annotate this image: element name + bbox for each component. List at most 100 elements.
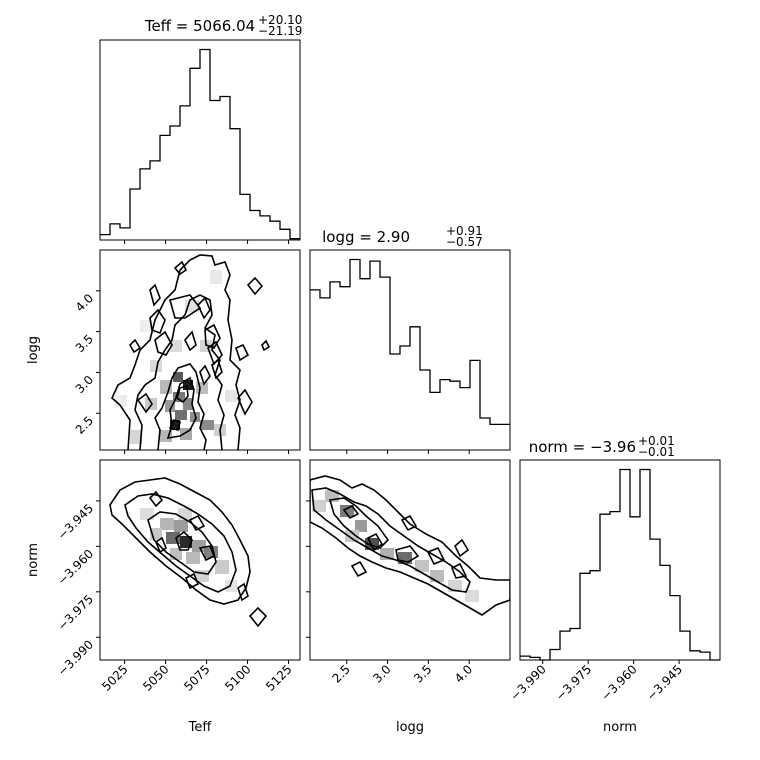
x-tick-label: 5025 [99, 662, 130, 693]
title-norm-sup: +0.01 [638, 434, 675, 448]
contour-line [207, 340, 223, 366]
density-cell [196, 382, 208, 394]
density-cell [355, 520, 367, 532]
contour-line [176, 384, 189, 404]
histogram-norm-step [520, 468, 720, 661]
x-axis-title-norm: norm [603, 720, 637, 735]
density-cell [173, 372, 183, 382]
density-cell [165, 400, 175, 412]
contour-line [454, 538, 470, 558]
title-teff-sup: +20.10 [258, 13, 302, 27]
contour-line [199, 364, 211, 386]
contour-line [261, 339, 271, 352]
y-tick-label: −3.990 [55, 637, 96, 678]
density-cell [183, 398, 193, 410]
density-cell [150, 360, 162, 372]
density-cell [225, 390, 237, 402]
contour-line [248, 606, 268, 628]
x-tick-label: −3.945 [644, 662, 685, 703]
contour-line [350, 560, 368, 578]
x-tick-label: 5100 [222, 662, 253, 693]
x-tick-label: −3.990 [508, 662, 549, 703]
frame-density-teff-norm [99, 459, 301, 661]
density-cell [174, 520, 188, 532]
contour-line [310, 475, 510, 616]
contour-line [184, 572, 200, 590]
histogram-logg-step [310, 258, 510, 426]
frame-hist-teff [99, 39, 301, 241]
y-tick-label: 2.5 [73, 413, 96, 436]
x-tick-label: −3.975 [553, 662, 594, 703]
contour-line [246, 276, 264, 296]
axis-ticks: 5025 5050 5075 5100 5125 2.5 3.0 3.5 4.0 −3.990 −3… [55, 240, 685, 704]
density-cell [200, 420, 214, 430]
density-cell [140, 508, 154, 520]
title-logg-sub: −0.57 [446, 235, 483, 249]
density-teff-norm-panel [109, 477, 268, 628]
frame-hist-norm [519, 459, 721, 661]
contour-line [198, 545, 216, 562]
title-norm: norm = −3.96 [529, 438, 636, 456]
density-cells [312, 490, 479, 602]
x-tick-label: −3.960 [598, 662, 639, 703]
density-cell [130, 430, 142, 444]
contour-line [154, 363, 207, 450]
title-teff-main: Teff = 5066.04 [144, 17, 255, 35]
y-tick-label: 4.0 [73, 291, 96, 314]
contour-line [169, 294, 202, 319]
density-cells [115, 270, 237, 444]
density-cell [340, 505, 354, 517]
contour-line [149, 308, 166, 335]
contour-line [111, 254, 241, 450]
frame-density-teff-logg [99, 249, 301, 451]
density-cell [175, 410, 187, 420]
contour-line [147, 511, 217, 575]
density-cell [180, 536, 192, 548]
contour-line [235, 343, 250, 362]
density-cell [192, 540, 206, 552]
y-tick-label: 3.5 [73, 332, 96, 355]
density-logg-norm-panel [310, 475, 510, 616]
density-cell [225, 580, 237, 592]
title-logg-sup: +0.91 [446, 224, 483, 238]
contour-line [184, 330, 197, 352]
y-tick-label: −3.945 [55, 501, 96, 542]
title-teff-sub: −21.19 [258, 24, 302, 38]
contour-line [129, 338, 142, 354]
density-teff-logg-panel [111, 254, 271, 450]
x-tick-label: 5125 [263, 662, 294, 693]
density-cell [345, 530, 359, 542]
contour-line [328, 497, 390, 549]
title-teff: Teff = 5066.04 [144, 17, 255, 35]
x-tick-label: 2.5 [329, 662, 352, 685]
contour-lines [109, 477, 268, 628]
title-logg: logg = 2.90 [322, 228, 410, 246]
contour-line [136, 392, 153, 414]
contour-line [188, 514, 206, 532]
density-cell [186, 552, 200, 564]
contour-line [148, 490, 164, 508]
contour-line [149, 283, 161, 307]
x-tick-label: 4.0 [452, 662, 475, 685]
histogram-logg-panel [310, 258, 510, 426]
x-tick-label: 3.5 [411, 662, 434, 685]
y-axis-title-norm: norm [26, 543, 41, 577]
contour-line [175, 530, 193, 551]
contour-line [173, 260, 188, 276]
density-cell [170, 420, 180, 430]
contour-line [134, 294, 225, 450]
contour-lines [111, 254, 271, 450]
contour-line [124, 493, 237, 593]
density-cell [140, 320, 152, 332]
x-axis-title-teff: Teff [188, 720, 213, 735]
contour-line [166, 376, 197, 440]
title-logg-main: logg = 2.90 [322, 228, 410, 246]
contour-line [450, 562, 468, 579]
contour-lines [310, 475, 510, 616]
y-axis-title-logg: logg [26, 336, 41, 364]
density-cell [215, 560, 229, 574]
title-norm-main: norm = −3.96 [529, 438, 636, 456]
contour-line [395, 545, 420, 563]
contour-line [400, 514, 418, 532]
